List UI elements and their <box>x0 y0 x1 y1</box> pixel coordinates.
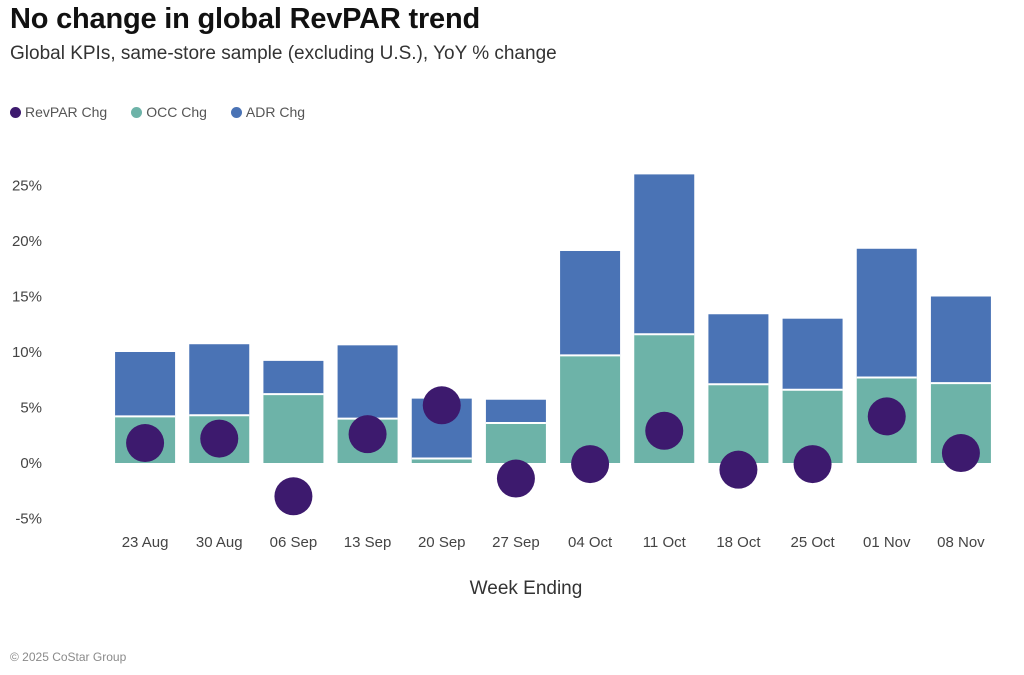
bar-occ <box>263 394 324 463</box>
y-tick-label: 5% <box>20 400 42 417</box>
bar-adr <box>189 344 250 416</box>
chart-legend: RevPAR Chg OCC Chg ADR Chg <box>10 104 305 120</box>
legend-item-revpar: RevPAR Chg <box>10 104 107 120</box>
point-revpar <box>941 434 980 473</box>
x-tick-label: 13 Sep <box>344 534 392 551</box>
x-tick-label: 11 Oct <box>643 534 687 551</box>
legend-item-adr: ADR Chg <box>230 104 306 120</box>
bar-occ <box>411 458 472 463</box>
point-revpar <box>571 445 610 484</box>
x-tick-label: 20 Sep <box>418 534 466 551</box>
point-revpar <box>126 424 165 463</box>
bar-adr <box>115 352 176 417</box>
point-revpar <box>793 445 832 484</box>
chart-title: No change in global RevPAR trend <box>10 3 481 35</box>
x-tick-label: 27 Sep <box>492 534 540 551</box>
chart-subtitle: Global KPIs, same-store sample (excludin… <box>10 43 557 64</box>
point-revpar <box>348 415 387 454</box>
legend-item-occ: OCC Chg <box>131 104 207 120</box>
y-tick-label: 15% <box>12 289 42 306</box>
legend-swatch-adr <box>230 106 242 118</box>
bar-adr <box>560 250 621 356</box>
x-tick-label: 25 Oct <box>790 534 835 551</box>
bar-adr <box>708 314 769 385</box>
legend-label-occ: OCC Chg <box>146 104 207 120</box>
x-axis-label: Week Ending <box>470 578 583 599</box>
x-tick-label: 04 Oct <box>568 534 613 551</box>
x-tick-label: 23 Aug <box>122 534 169 551</box>
bar-occ <box>485 423 546 463</box>
y-tick-label: 0% <box>20 455 42 472</box>
point-revpar <box>867 397 906 436</box>
y-tick-label: 25% <box>12 178 42 195</box>
bar-adr <box>263 360 324 395</box>
bar-occ <box>560 355 621 463</box>
copyright-footer: © 2025 CoStar Group <box>10 650 127 664</box>
bar-adr <box>634 174 695 335</box>
x-tick-label: 01 Nov <box>863 534 911 551</box>
point-revpar <box>496 459 535 498</box>
point-revpar <box>274 477 313 516</box>
x-tick-label: 18 Oct <box>716 534 761 551</box>
legend-label-adr: ADR Chg <box>245 104 306 120</box>
x-tick-label: 06 Sep <box>270 534 318 551</box>
bar-adr <box>856 248 917 378</box>
y-tick-label: 10% <box>12 344 42 361</box>
point-revpar <box>719 450 758 489</box>
y-tick-label: 20% <box>12 233 42 250</box>
bar-adr <box>337 345 398 419</box>
legend-label-revpar: RevPAR Chg <box>25 104 108 120</box>
point-revpar <box>645 411 684 450</box>
bar-occ <box>708 384 769 463</box>
legend-swatch-revpar <box>10 106 21 118</box>
point-revpar <box>422 386 461 425</box>
y-tick-label: -5% <box>15 511 42 528</box>
bar-adr <box>485 399 546 424</box>
point-revpar <box>200 419 239 458</box>
bar-adr <box>782 318 843 390</box>
x-tick-label: 30 Aug <box>196 534 243 551</box>
legend-swatch-occ <box>131 106 143 118</box>
bar-adr <box>930 296 991 384</box>
x-tick-label: 08 Nov <box>937 534 985 551</box>
